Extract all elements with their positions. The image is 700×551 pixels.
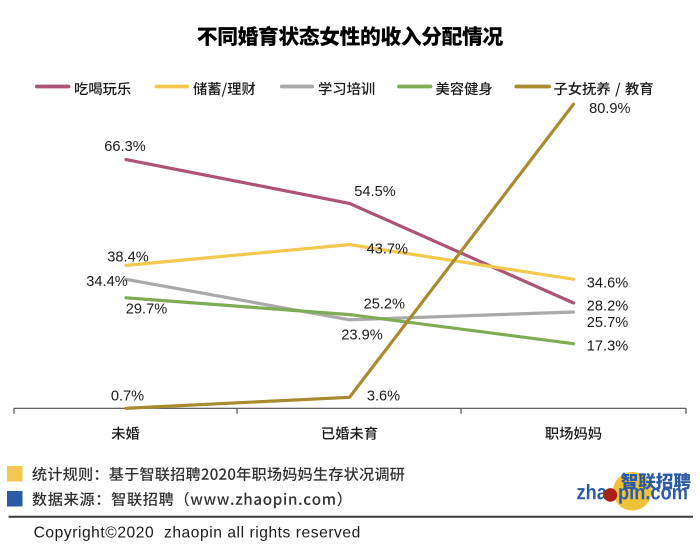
svg-text:28.2%: 28.2% — [587, 299, 628, 315]
svg-text:17.3%: 17.3% — [587, 338, 628, 354]
svg-text:34.6%: 34.6% — [587, 276, 628, 292]
svg-text:25.7%: 25.7% — [587, 315, 628, 331]
svg-text:80.9%: 80.9% — [589, 101, 630, 117]
svg-text:0.7%: 0.7% — [111, 389, 144, 405]
svg-text:3.6%: 3.6% — [367, 389, 400, 405]
svg-text:25.2%: 25.2% — [364, 296, 405, 312]
svg-text:66.3%: 66.3% — [104, 139, 145, 155]
svg-text:54.5%: 54.5% — [354, 184, 395, 200]
svg-text:29.7%: 29.7% — [126, 301, 167, 317]
svg-text:38.4%: 38.4% — [107, 249, 148, 265]
svg-text:43.7%: 43.7% — [367, 241, 408, 257]
svg-text:Copyright©2020 zhaopin all ri: Copyright©2020 zhaopin all rights reserv… — [34, 524, 361, 541]
svg-text:23.9%: 23.9% — [341, 327, 382, 343]
svg-text:34.4%: 34.4% — [86, 274, 127, 290]
